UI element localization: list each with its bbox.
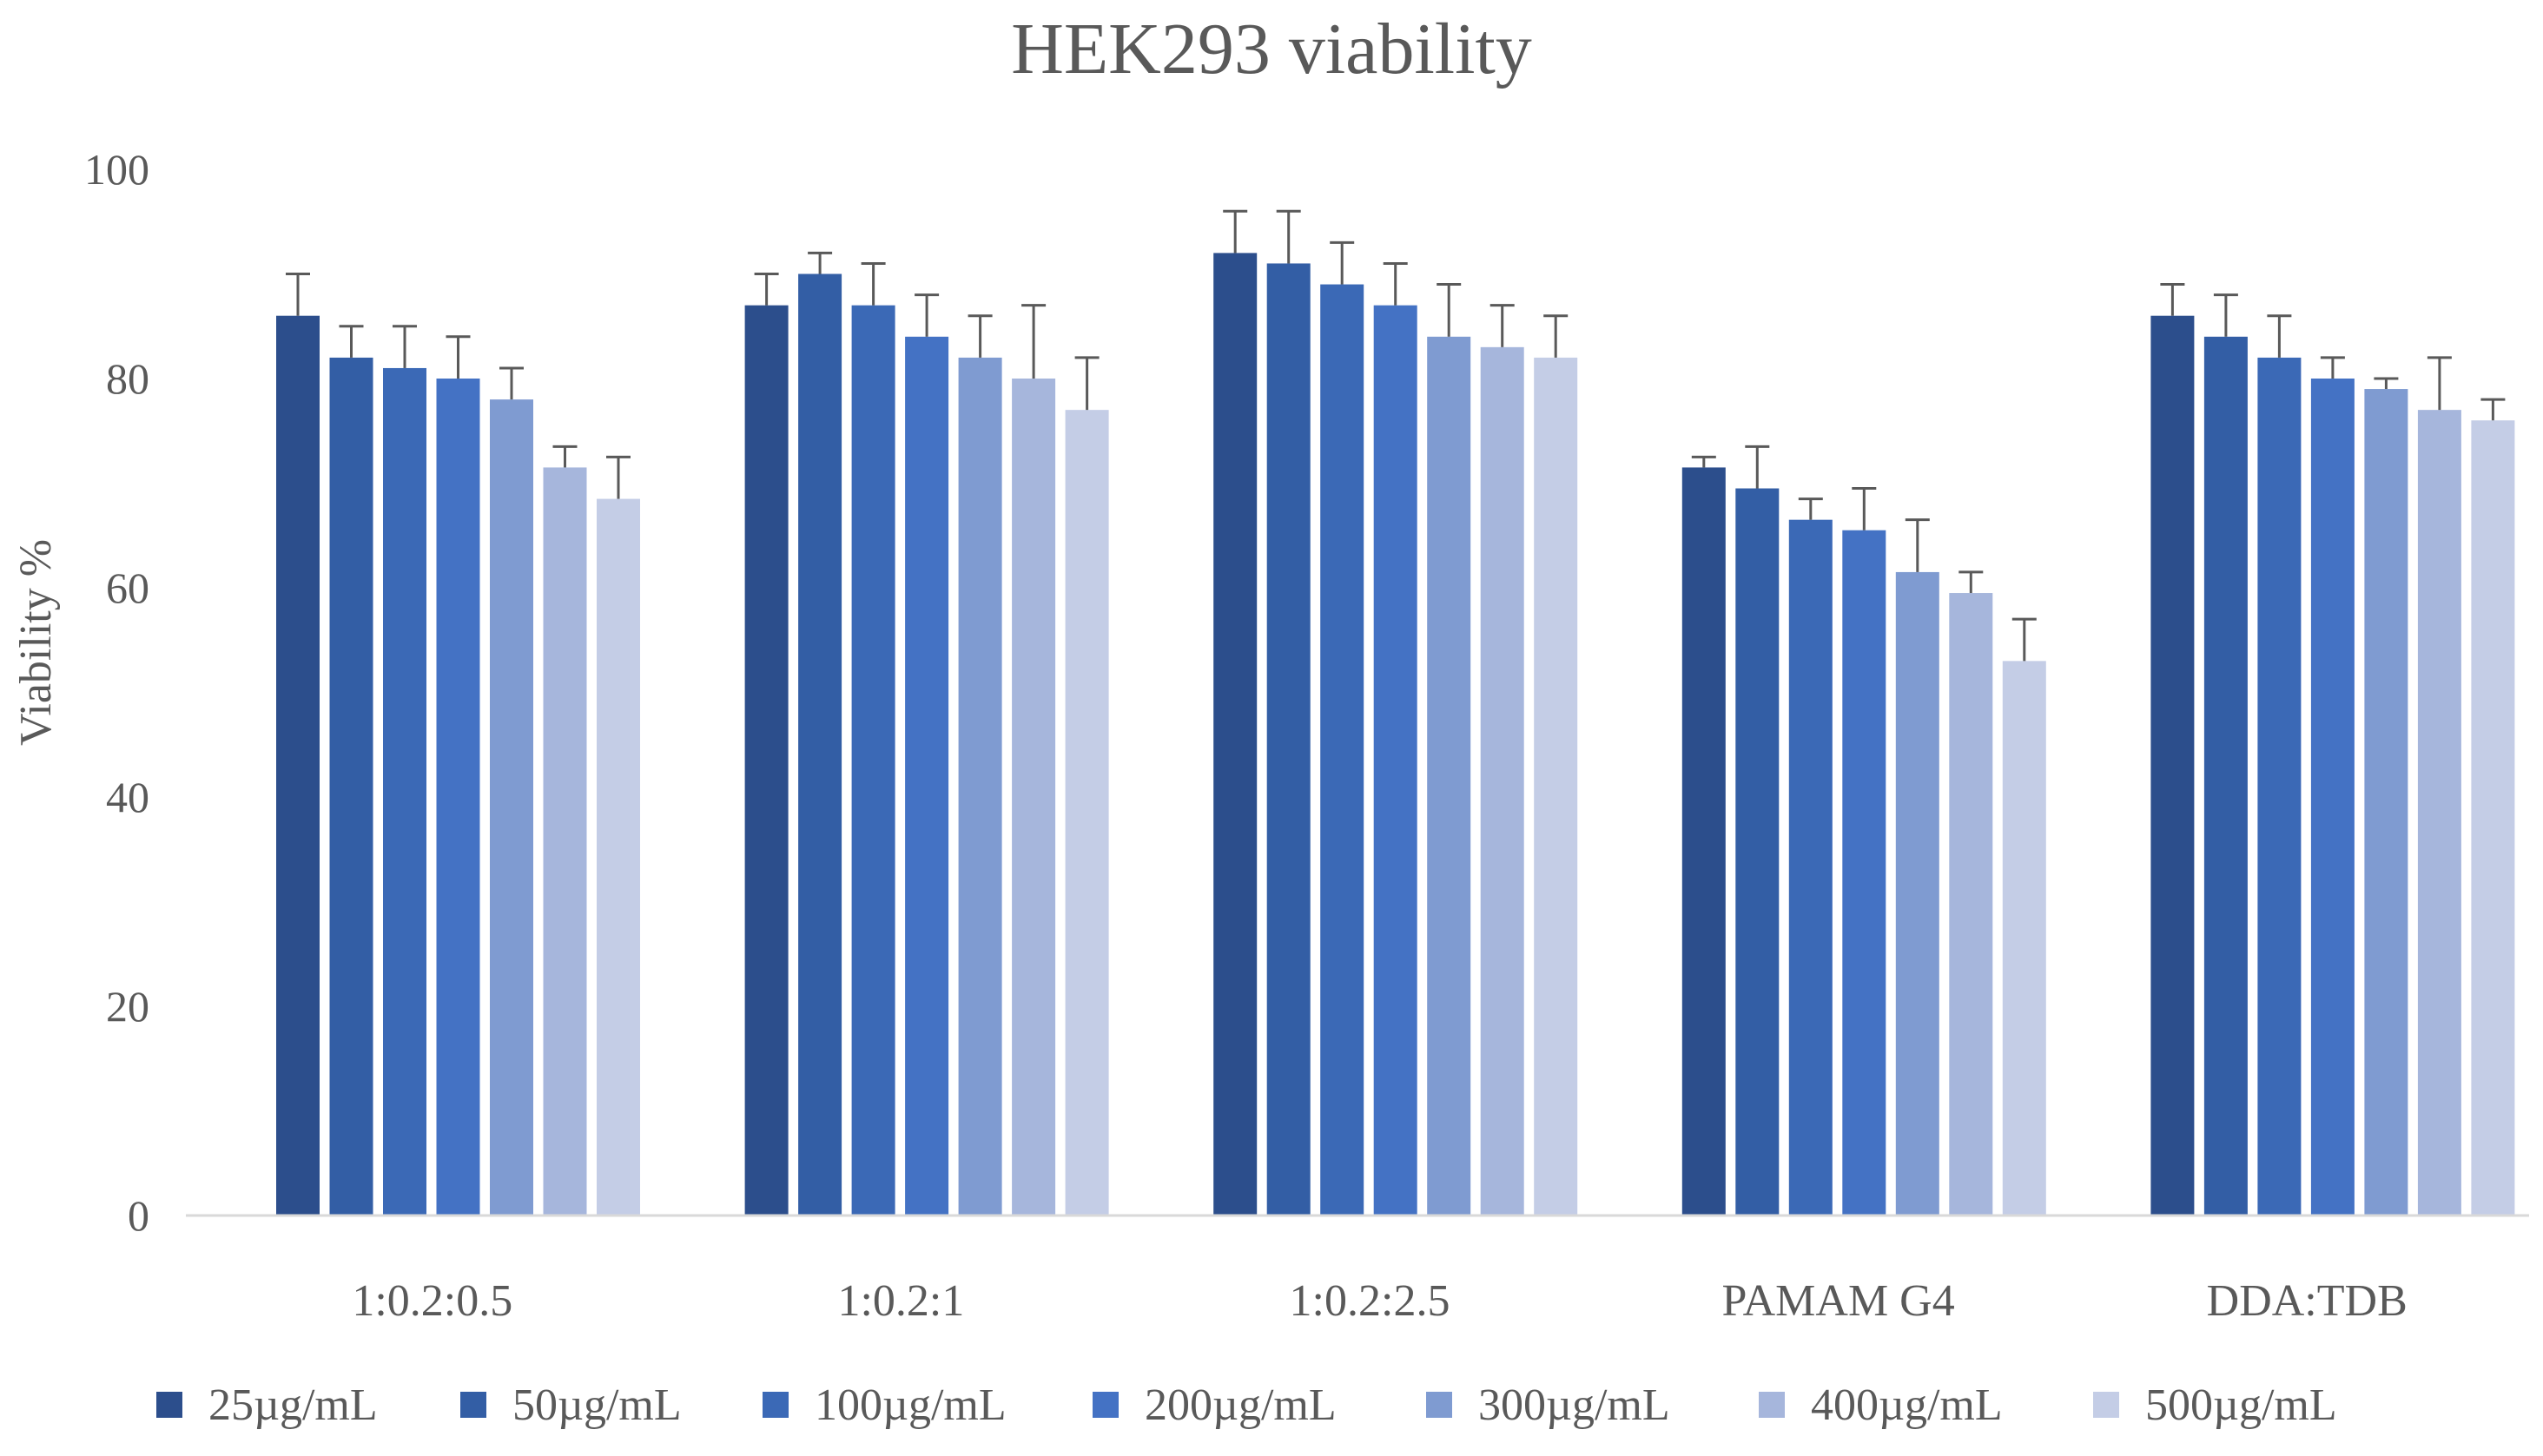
legend-label: 400µg/mL <box>1811 1380 2003 1430</box>
category-label: PAMAM G4 <box>1721 1276 1954 1326</box>
bar <box>1266 263 1311 1216</box>
y-tick-label: 0 <box>128 1191 149 1240</box>
bar <box>1213 253 1258 1216</box>
bar <box>597 498 640 1216</box>
category-label: 1:0.2:1 <box>837 1276 964 1326</box>
legend-label: 100µg/mL <box>815 1380 1007 1430</box>
legend-swatch <box>2093 1392 2119 1418</box>
bar <box>2257 357 2302 1216</box>
bar <box>2002 661 2046 1216</box>
bar <box>1427 336 1471 1216</box>
bar <box>851 305 895 1216</box>
legend-swatch <box>1093 1392 1119 1418</box>
y-tick-label: 60 <box>106 563 149 612</box>
legend: 25µg/mL 50µg/mL 100µg/mL 200µg/mL 300µg/mL 40… <box>156 1380 2337 1430</box>
bar <box>436 379 480 1216</box>
bar <box>543 467 587 1216</box>
bar <box>276 315 320 1216</box>
category-label: DDA:TDB <box>2207 1276 2408 1326</box>
bar <box>2417 410 2461 1216</box>
bar <box>1373 305 1417 1216</box>
chart-title: HEK293 viability <box>1011 9 1532 89</box>
bar <box>1788 519 1833 1216</box>
bar <box>1895 571 1939 1216</box>
category-label: 1:0.2:0.5 <box>352 1276 512 1326</box>
bar <box>1534 357 1578 1216</box>
y-tick-label: 100 <box>84 145 149 194</box>
bar <box>2310 379 2355 1216</box>
legend-swatch <box>1426 1392 1452 1418</box>
bar <box>1012 379 1056 1216</box>
bar <box>1949 593 1993 1216</box>
bar <box>1065 410 1109 1216</box>
bar <box>383 367 426 1216</box>
bar <box>1480 346 1524 1216</box>
legend-swatch <box>763 1392 789 1418</box>
legend-label: 25µg/mL <box>208 1380 378 1430</box>
bar <box>1681 467 1726 1216</box>
legend-label: 500µg/mL <box>2145 1380 2337 1430</box>
y-tick-label: 40 <box>106 773 149 821</box>
y-tick-label: 20 <box>106 982 149 1031</box>
y-tick-label: 80 <box>106 354 149 403</box>
bar <box>798 273 842 1216</box>
bar <box>744 305 789 1216</box>
legend-label: 200µg/mL <box>1145 1380 1337 1430</box>
legend-label: 300µg/mL <box>1478 1380 1670 1430</box>
bar <box>905 336 949 1216</box>
bar <box>1320 284 1364 1216</box>
legend-swatch <box>1759 1392 1785 1418</box>
bar <box>2150 315 2195 1216</box>
bar <box>958 357 1002 1216</box>
bar <box>1735 488 1780 1216</box>
category-labels: 1:0.2:0.5 1:0.2:1 1:0.2:2.5 PAMAM G4 DDA:TDB <box>352 1276 2407 1326</box>
legend-label: 50µg/mL <box>512 1380 682 1430</box>
bars-group <box>276 253 2515 1216</box>
y-axis-ticks: 0 20 40 60 80 100 <box>84 145 149 1240</box>
legend-swatch <box>156 1392 182 1418</box>
bar <box>1842 530 1886 1216</box>
bar <box>2471 420 2515 1216</box>
bar <box>490 399 533 1216</box>
error-bars-group <box>286 209 2506 662</box>
category-label: 1:0.2:2.5 <box>1290 1276 1450 1326</box>
bar <box>329 357 373 1216</box>
bar <box>2203 336 2248 1216</box>
bar <box>2364 389 2408 1216</box>
legend-swatch <box>460 1392 486 1418</box>
y-axis-title: Viability % <box>11 539 61 746</box>
